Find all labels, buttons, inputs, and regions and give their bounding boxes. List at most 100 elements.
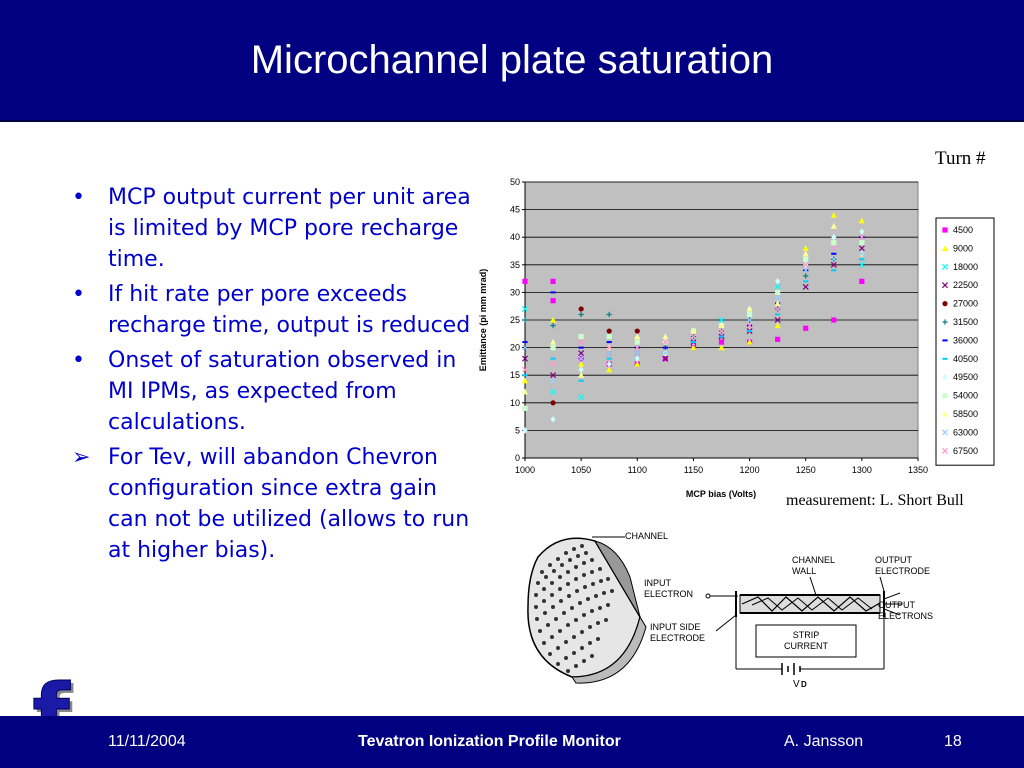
legend-label: 67500: [953, 446, 978, 456]
channel-wall-label-1: CHANNEL: [792, 555, 835, 565]
y-tick-label: 0: [515, 453, 520, 463]
grid-lines: [525, 181, 918, 431]
legend-marker: [941, 447, 949, 454]
data-point: [634, 344, 641, 351]
mcp-disk: [527, 537, 647, 684]
data-point: [606, 366, 613, 373]
data-point: [746, 338, 753, 345]
legend-label: 36000: [953, 335, 978, 345]
legend-marker: [942, 410, 948, 417]
output-electrons-label-2: ELECTRONS: [878, 611, 933, 621]
data-point: [550, 372, 557, 379]
data-point: [578, 360, 585, 367]
data-point: [578, 372, 585, 378]
input-side-label-2: ELECTRODE: [650, 633, 705, 643]
data-point: [718, 316, 725, 324]
y-tick-label: 50: [510, 177, 520, 187]
data-point: [718, 322, 725, 329]
legend-label: 40500: [953, 354, 978, 364]
bullet-item: • MCP output current per unit area is lim…: [72, 182, 472, 275]
data-point: [522, 405, 528, 411]
data-point: [662, 339, 669, 346]
data-point: [746, 316, 753, 324]
data-point: [802, 245, 809, 251]
data-point: [774, 305, 781, 312]
data-point: [550, 345, 556, 351]
x-tick-label: 1300: [852, 465, 872, 475]
data-point: [774, 300, 781, 307]
y-tick-label: 15: [510, 370, 520, 380]
footer-bar: 11/11/2004 Tevatron Ionization Profile M…: [0, 716, 1024, 768]
arrow-bullet-marker: ➢: [72, 445, 91, 470]
chart-svg: 0 5 10 15 20 25 30 35 40 45 50 1000 1050 1100 1150 1200…: [478, 177, 995, 499]
channel-wall-label-2: WALL: [792, 566, 816, 576]
footer-date: 11/11/2004: [108, 733, 186, 750]
data-point: [690, 327, 697, 334]
legend-marker: [941, 282, 949, 289]
data-point: [802, 267, 809, 274]
legend-label: 49500: [953, 372, 978, 382]
data-point: [775, 289, 781, 295]
legend-label: 27000: [953, 299, 978, 309]
strip-label-1: STRIP: [793, 630, 820, 640]
data-point: [550, 322, 556, 329]
legend-label: 22500: [953, 280, 978, 290]
data-point: [606, 333, 612, 340]
data-point: [746, 322, 753, 329]
legend-marker: [942, 227, 948, 233]
legend-label: 63000: [953, 427, 978, 437]
data-point: [550, 278, 556, 284]
data-point: [550, 400, 556, 406]
x-tick-label: 1050: [571, 465, 591, 475]
x-tick-label: 1350: [908, 465, 928, 475]
data-point: [550, 361, 557, 368]
data-point: [521, 355, 529, 362]
channel-label: CHANNEL: [625, 531, 668, 541]
bullet-text: Onset of saturation observed in MI IPMs,…: [108, 348, 457, 435]
measurement-credit: measurement: L. Short Bull: [786, 492, 964, 509]
series-27000: [550, 306, 640, 406]
data-point: [831, 234, 837, 241]
data-point: [578, 306, 584, 312]
legend-label: 4500: [953, 225, 973, 235]
data-point: [550, 416, 556, 423]
data-point: [859, 240, 865, 246]
data-point: [858, 217, 865, 224]
data-point: [830, 261, 837, 268]
data-point: [830, 222, 837, 229]
data-point: [662, 333, 669, 340]
data-point: [634, 355, 640, 362]
legend-marker: [942, 319, 948, 325]
output-electrode-label-1: OUTPUT: [875, 555, 913, 565]
axes: 0 5 10 15 20 25 30 35 40 45 50 1000 1050 1100 1150 1200…: [510, 177, 928, 475]
data-point: [830, 245, 837, 252]
input-side-label-1: INPUT SIDE: [650, 622, 700, 632]
data-point: [858, 234, 865, 241]
data-point: [550, 377, 557, 384]
x-tick-label: 1250: [796, 465, 816, 475]
data-point: [718, 328, 725, 335]
data-point: [775, 278, 781, 285]
legend-marker: [941, 263, 949, 270]
data-point: [522, 388, 528, 395]
bullet-item: • Onset of saturation observed in MI IPMs…: [72, 345, 472, 438]
slide-title: Microchannel plate saturation: [250, 38, 774, 82]
data-point: [662, 355, 669, 362]
output-electrons-label-1: OUTPUT: [878, 600, 916, 610]
input-electron-label-2: ELECTRON: [644, 589, 693, 599]
legend-label: 31500: [953, 317, 978, 327]
data-point: [774, 316, 781, 324]
bullet-item: • If hit rate per pore exceeds recharge t…: [72, 279, 472, 341]
bullet-text: If hit rate per pore exceeds recharge ti…: [108, 282, 471, 338]
data-point: [690, 333, 697, 340]
legend-box: [935, 217, 995, 466]
data-point: [522, 427, 528, 434]
data-point: [550, 298, 556, 304]
data-point: [521, 305, 529, 312]
footer-title: Tevatron Ionization Profile Monitor: [358, 733, 621, 750]
data-point: [859, 278, 865, 284]
bullet-list: • MCP output current per unit area is lim…: [72, 182, 472, 570]
data-point: [634, 333, 641, 340]
legend-marker: [941, 429, 949, 436]
data-point: [746, 305, 753, 312]
